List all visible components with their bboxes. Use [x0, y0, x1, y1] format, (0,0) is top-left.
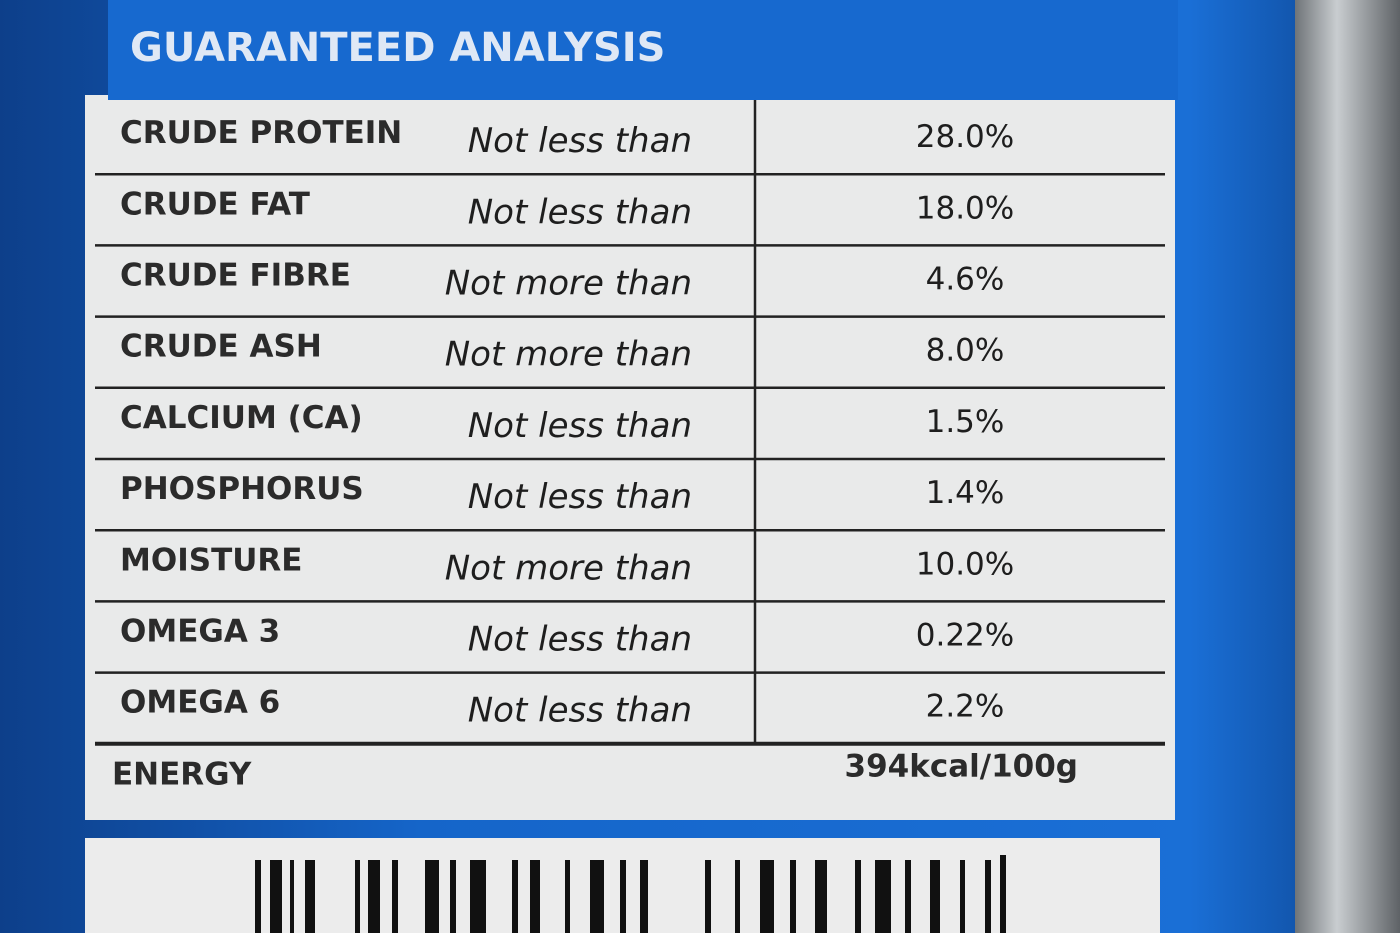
nutrient-name: MOISTURE: [120, 542, 302, 578]
nutrient-value: 8.0%: [926, 333, 1005, 369]
nutrient-value: 18.0%: [916, 190, 1014, 226]
nutrient-value: 28.0%: [916, 119, 1014, 155]
nutrient-value: 2.2%: [926, 689, 1005, 725]
nutrient-qualifier: Not less than: [468, 192, 692, 232]
nutrient-value: 0.22%: [916, 618, 1014, 654]
energy-value: 394kcal/100g: [845, 748, 1078, 784]
nutrient-qualifier: Not more than: [445, 335, 692, 375]
nutrient-name: CALCIUM (CA): [120, 400, 363, 436]
foil-edge: [1295, 0, 1400, 933]
nutrient-qualifier: Not less than: [468, 121, 692, 161]
nutrient-name: CRUDE PROTEIN: [120, 115, 402, 151]
nutrient-name: PHOSPHORUS: [120, 471, 364, 507]
nutrient-qualifier: Not less than: [468, 406, 692, 446]
barcode: [255, 855, 1006, 933]
nutrient-value: 1.4%: [926, 475, 1005, 511]
nutrient-qualifier: Not less than: [468, 691, 692, 731]
nutrient-value: 10.0%: [916, 546, 1014, 582]
energy-name: ENERGY: [112, 756, 252, 792]
nutrient-qualifier: Not more than: [445, 264, 692, 304]
nutrient-qualifier: Not less than: [468, 477, 692, 517]
label-panel: [85, 95, 1175, 820]
nutrient-name: OMEGA 6: [120, 685, 280, 721]
nutrient-name: CRUDE ASH: [120, 329, 322, 365]
title: GUARANTEED ANALYSIS: [130, 25, 665, 71]
nutrient-name: OMEGA 3: [120, 614, 280, 650]
nutrient-qualifier: Not less than: [468, 620, 692, 660]
nutrient-value: 4.6%: [926, 262, 1005, 298]
nutrient-qualifier: Not more than: [445, 548, 692, 588]
nutrient-value: 1.5%: [926, 404, 1005, 440]
nutrient-name: CRUDE FIBRE: [120, 258, 351, 294]
nutrient-name: CRUDE FAT: [120, 186, 310, 222]
title-band: [108, 0, 1178, 100]
